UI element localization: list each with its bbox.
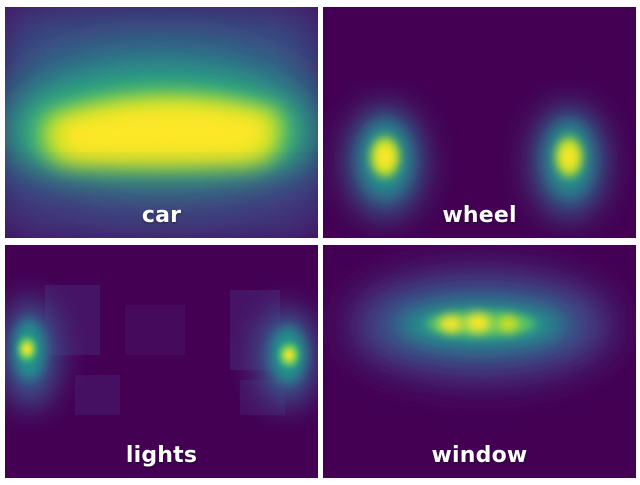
car-heatmap [5,7,318,238]
panel-label: window [431,443,528,468]
heatmap-panel-window: window [323,245,636,478]
heatmap-panel-car: car [5,7,318,238]
window-heatmap [323,245,636,478]
wheel-heatmap [323,7,636,238]
panel-label: wheel [442,203,517,228]
lights-heatmap [5,245,318,478]
heatmap-panel-wheel: wheel [323,7,636,238]
panel-label: car [141,203,182,228]
panel-label: lights [125,443,198,468]
heatmap-panel-lights: lights [5,245,318,478]
